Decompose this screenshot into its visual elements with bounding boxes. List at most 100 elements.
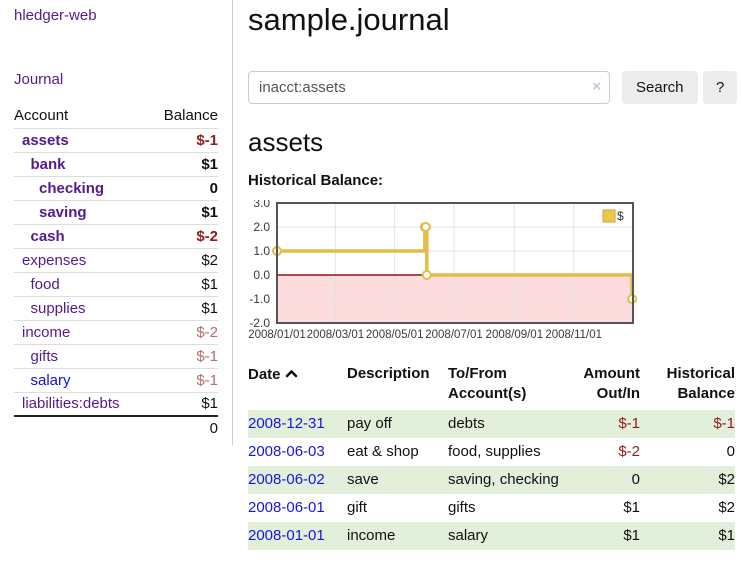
accounts-header-balance: Balance xyxy=(163,107,218,125)
account-balance: $-1 xyxy=(196,131,218,149)
account-row: gifts $-1 xyxy=(14,344,218,368)
sort-ascending-icon xyxy=(285,364,298,384)
account-link[interactable]: supplies xyxy=(30,299,86,317)
register-amount: $-1 xyxy=(618,415,640,432)
account-link[interactable]: saving xyxy=(39,203,87,221)
account-row: expenses $2 xyxy=(14,248,218,272)
svg-text:2008/11/01: 2008/11/01 xyxy=(545,329,602,341)
register-row: 2008-06-03 eat & shop food, supplies $-2 0 xyxy=(248,438,735,466)
account-link[interactable]: assets xyxy=(22,131,69,149)
clear-search-icon[interactable]: × xyxy=(592,78,601,95)
search-input[interactable] xyxy=(248,71,610,104)
svg-text:2.0: 2.0 xyxy=(253,220,270,234)
page-title: sample.journal xyxy=(248,2,450,37)
transaction-date-link[interactable]: 2008-01-01 xyxy=(248,527,325,544)
transaction-date-link[interactable]: 2008-12-31 xyxy=(248,415,325,432)
register-description: gift xyxy=(347,499,368,516)
accounts-table-header: Account Balance xyxy=(14,104,218,128)
account-row: checking 0 xyxy=(14,176,218,200)
account-link[interactable]: expenses xyxy=(22,251,87,269)
register-accounts: salary xyxy=(448,527,489,544)
accounts-total-value: 0 xyxy=(209,420,218,437)
register-accounts: food, supplies xyxy=(448,443,541,460)
register-balance: $2 xyxy=(718,499,735,516)
account-link[interactable]: bank xyxy=(30,155,66,173)
account-balance: $1 xyxy=(201,203,218,221)
register-header-description: Description xyxy=(347,365,430,382)
register-amount: 0 xyxy=(631,471,640,488)
account-link[interactable]: income xyxy=(22,323,71,341)
app-title-link[interactable]: hledger-web xyxy=(14,7,97,24)
account-link[interactable]: gifts xyxy=(30,347,59,365)
register-header-account: To/From Account(s) xyxy=(448,365,527,402)
chart-container: $3.0 2.0 1.0 0.0 -1.0 -2.0 2008/01/01 2008/03/0… xyxy=(240,196,640,345)
svg-text:-2.0: -2.0 xyxy=(249,316,270,330)
help-button[interactable]: ? xyxy=(703,71,738,104)
account-balance: $1 xyxy=(201,299,218,317)
account-row: assets $-1 xyxy=(14,128,218,152)
register-row: 2008-01-01 income salary $1 $1 xyxy=(248,522,735,550)
account-balance: $1 xyxy=(201,275,218,293)
register-balance: $2 xyxy=(718,471,735,488)
svg-text:2008/09/01: 2008/09/01 xyxy=(486,329,544,341)
register-accounts: gifts xyxy=(448,499,476,516)
register-amount: $1 xyxy=(623,527,640,544)
account-row: bank $1 xyxy=(14,152,218,176)
accounts-total-row: 0 xyxy=(14,416,218,440)
account-balance: 0 xyxy=(209,179,218,197)
sidebar-divider xyxy=(232,0,233,445)
account-row: salary $-1 xyxy=(14,368,218,392)
account-link[interactable]: liabilities:debts xyxy=(22,395,120,413)
account-balance: $-2 xyxy=(196,323,218,341)
account-heading: assets xyxy=(248,127,324,157)
account-link[interactable]: cash xyxy=(30,227,65,245)
account-balance: $1 xyxy=(201,395,218,413)
svg-text:2008/05/01: 2008/05/01 xyxy=(366,329,424,341)
account-balance: $-1 xyxy=(196,371,218,389)
account-row: cash $-2 xyxy=(14,224,218,248)
register-accounts: saving, checking xyxy=(448,471,559,488)
register-row: 2008-06-01 gift gifts $1 $2 xyxy=(248,494,735,522)
register-header-row: Date Description To/From Account(s) Amou… xyxy=(248,362,735,410)
register-description: income xyxy=(347,527,396,544)
account-link[interactable]: salary xyxy=(30,371,71,389)
accounts-table-body: assets $-1 bank $1 checking 0 saving $1 cash $-2 e… xyxy=(14,128,218,416)
account-balance: $-1 xyxy=(196,347,218,365)
transaction-date-link[interactable]: 2008-06-03 xyxy=(248,443,325,460)
account-balance: $-2 xyxy=(196,227,218,245)
account-link[interactable]: food xyxy=(30,275,60,293)
accounts-header-account: Account xyxy=(14,107,69,125)
account-link[interactable]: checking xyxy=(39,179,105,197)
register-table: Date Description To/From Account(s) Amou… xyxy=(248,362,735,550)
register-description: eat & shop xyxy=(347,443,419,460)
transaction-date-link[interactable]: 2008-06-02 xyxy=(248,471,325,488)
account-row: liabilities:debts $1 xyxy=(14,392,218,416)
svg-text:2008/03/01: 2008/03/01 xyxy=(307,329,365,341)
account-balance: $2 xyxy=(201,251,218,269)
register-header-amount: Amount Out/In xyxy=(583,365,640,402)
account-row: income $-2 xyxy=(14,320,218,344)
accounts-table: Account Balance assets $-1 bank $1 checking 0… xyxy=(14,104,218,440)
register-header-date[interactable]: Date xyxy=(248,362,347,410)
account-balance: $1 xyxy=(201,155,218,173)
svg-text:3.0: 3.0 xyxy=(253,200,270,210)
svg-text:2008/07/01: 2008/07/01 xyxy=(425,329,483,341)
register-row: 2008-12-31 pay off debts $-1 $-1 xyxy=(248,410,735,438)
svg-text:1.0: 1.0 xyxy=(253,244,270,258)
register-description: pay off xyxy=(347,415,392,432)
search-form: × Search ? xyxy=(248,71,742,104)
svg-text:$: $ xyxy=(617,209,624,223)
register-balance: 0 xyxy=(726,443,735,460)
register-description: save xyxy=(347,471,379,488)
account-row: food $1 xyxy=(14,272,218,296)
register-amount: $-2 xyxy=(618,443,640,460)
svg-text:-1.0: -1.0 xyxy=(249,292,270,306)
account-row: supplies $1 xyxy=(14,296,218,320)
search-button[interactable]: Search xyxy=(622,71,698,104)
register-table-body: 2008-12-31 pay off debts $-1 $-1 2008-06-03 ea… xyxy=(248,410,735,550)
transaction-date-link[interactable]: 2008-06-01 xyxy=(248,499,325,516)
chart-title: Historical Balance: xyxy=(248,172,384,189)
sidebar-item-journal[interactable]: Journal xyxy=(14,71,64,88)
